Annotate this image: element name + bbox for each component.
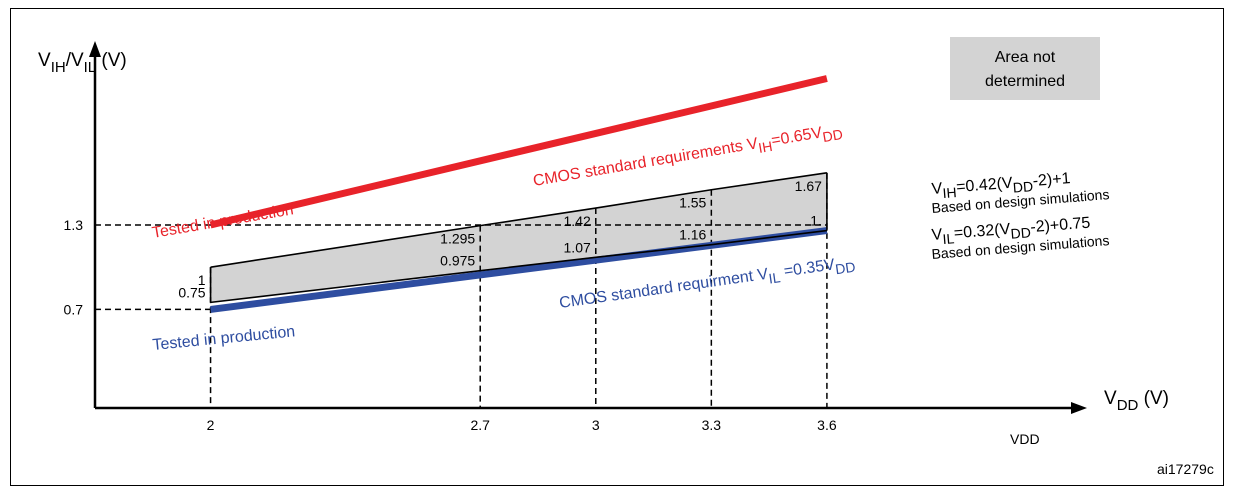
x-tick-label: 2.7	[470, 417, 490, 433]
value-label: 1.07	[564, 239, 591, 255]
value-label: 1.55	[679, 195, 706, 211]
y-axis-label: VIH/VIL (V)	[38, 50, 127, 76]
x-tick-label: 3.3	[702, 417, 722, 433]
value-label: 1.67	[795, 178, 822, 194]
vih_sim-line	[210, 172, 828, 268]
vih-tested-label: Tested in production	[151, 201, 295, 242]
vil-tested-label: Tested in production	[152, 323, 296, 354]
x-axis-arrow	[1071, 402, 1087, 414]
series-lines	[209, 75, 828, 313]
value-label: 1.295	[440, 231, 475, 247]
value-label: 0.975	[440, 253, 475, 269]
legend-text-line1: Area not	[995, 49, 1056, 66]
figure-id: ai17279c	[1157, 461, 1214, 477]
x-axis-bottom-label: VDD	[1010, 431, 1040, 447]
vil-cmos-label: CMOS standard requirment VIL =0.35VDD	[558, 254, 856, 316]
vih_cmos-line	[209, 75, 828, 229]
value-label: 1	[198, 272, 206, 288]
value-label: 1.	[810, 213, 822, 229]
legend-box	[950, 37, 1100, 100]
x-axis-label: VDD (V)	[1104, 388, 1169, 414]
value-label: 1.16	[679, 227, 706, 243]
y-axis-arrow	[89, 41, 101, 57]
value-label: 0.75	[178, 284, 205, 300]
vih-formula: VIH=0.42(VDD-2)+1	[931, 170, 1072, 202]
value-labels: 1 1.295 1.42 1.55 1.67 0.75 0.975 1.07 1.16 1.	[178, 178, 822, 301]
figure-frame	[10, 8, 1224, 486]
x-tick-label: 3.6	[817, 417, 837, 433]
vil_sim-line	[210, 229, 828, 304]
y-tick-label: 0.7	[64, 301, 84, 317]
x-tick-label: 2	[207, 417, 215, 433]
x-tick-label: 3	[592, 417, 600, 433]
undetermined-area-band	[210, 172, 827, 303]
value-label: 1.42	[564, 213, 591, 229]
y-tick-label: 1.3	[64, 217, 84, 233]
tick-labels: 2 2.7 3 3.3 3.6 1.3 0.7	[64, 217, 837, 433]
vil-formula: VIL=0.32(VDD-2)+0.75	[931, 215, 1091, 248]
legend-text-line2: determined	[985, 73, 1065, 90]
